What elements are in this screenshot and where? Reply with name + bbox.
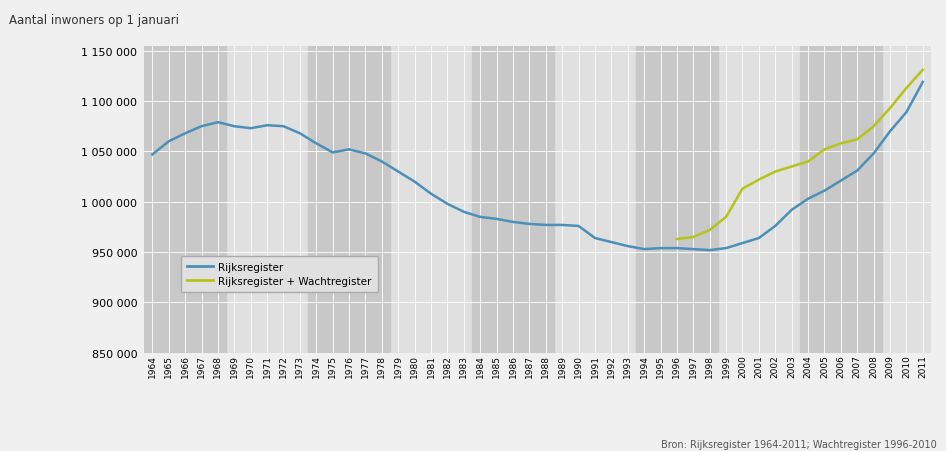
Rijksregister (377, 159, 388, 165)
Bar (636, 46, 718, 353)
Rijksregister (409, 179, 420, 185)
Rijksregister + Wachtregister (737, 187, 748, 192)
Rijksregister (475, 215, 486, 220)
Rijksregister + Wachtregister (688, 235, 699, 240)
Rijksregister (310, 141, 322, 147)
Rijksregister (737, 241, 748, 246)
Rijksregister (721, 246, 732, 251)
Rijksregister (507, 220, 518, 225)
Rijksregister (655, 246, 666, 251)
Rijksregister + Wachtregister (851, 137, 863, 143)
Line: Rijksregister + Wachtregister: Rijksregister + Wachtregister (677, 71, 922, 239)
Rijksregister + Wachtregister (704, 228, 715, 233)
Rijksregister + Wachtregister (835, 141, 847, 147)
Rijksregister (901, 110, 912, 115)
Rijksregister + Wachtregister (802, 159, 814, 165)
Line: Rijksregister: Rijksregister (152, 83, 922, 251)
Rijksregister (885, 129, 896, 135)
Rijksregister (605, 240, 617, 245)
Rijksregister (819, 189, 831, 194)
Rijksregister (343, 147, 355, 153)
Rijksregister + Wachtregister (885, 106, 896, 111)
Rijksregister (491, 216, 502, 222)
Rijksregister (196, 124, 207, 129)
Rijksregister (245, 126, 256, 132)
Rijksregister (229, 124, 240, 129)
Rijksregister (770, 224, 781, 229)
Rijksregister + Wachtregister (721, 215, 732, 220)
Rijksregister (261, 123, 272, 129)
Rijksregister (442, 202, 453, 207)
Rijksregister (180, 131, 191, 137)
Rijksregister (359, 152, 371, 157)
Rijksregister + Wachtregister (867, 124, 879, 129)
Rijksregister (147, 152, 158, 158)
Rijksregister (851, 169, 863, 174)
Rijksregister + Wachtregister (819, 147, 831, 153)
Rijksregister (622, 244, 634, 249)
Bar (800, 46, 882, 353)
Rijksregister (556, 223, 568, 228)
Rijksregister (212, 120, 223, 126)
Rijksregister (294, 131, 306, 137)
Bar (144, 46, 226, 353)
Text: Bron: Rijksregister 1964-2011; Wachtregister 1996-2010: Bron: Rijksregister 1964-2011; Wachtregi… (661, 439, 937, 449)
Rijksregister (458, 210, 469, 215)
Rijksregister + Wachtregister (786, 165, 797, 170)
Rijksregister + Wachtregister (672, 237, 683, 242)
Rijksregister (639, 247, 650, 252)
Rijksregister (802, 197, 814, 202)
Text: Aantal inwoners op 1 januari: Aantal inwoners op 1 januari (9, 14, 180, 27)
Rijksregister + Wachtregister (753, 178, 764, 183)
Rijksregister + Wachtregister (770, 170, 781, 175)
Rijksregister (163, 139, 174, 145)
Rijksregister (672, 246, 683, 251)
Rijksregister (917, 80, 928, 85)
Rijksregister (540, 223, 552, 228)
Rijksregister (753, 236, 764, 241)
Rijksregister + Wachtregister (917, 68, 928, 74)
Rijksregister + Wachtregister (901, 86, 912, 92)
Rijksregister (786, 207, 797, 213)
Bar (472, 46, 554, 353)
Rijksregister (278, 124, 289, 129)
Legend: Rijksregister, Rijksregister + Wachtregister: Rijksregister, Rijksregister + Wachtregi… (181, 256, 378, 293)
Rijksregister (524, 222, 535, 227)
Rijksregister (393, 170, 404, 175)
Rijksregister (589, 236, 601, 241)
Rijksregister (426, 192, 437, 197)
Rijksregister (573, 224, 585, 229)
Rijksregister (704, 248, 715, 253)
Bar (308, 46, 390, 353)
Rijksregister (688, 247, 699, 252)
Rijksregister (835, 179, 847, 184)
Rijksregister (867, 152, 879, 157)
Rijksregister (327, 150, 339, 156)
